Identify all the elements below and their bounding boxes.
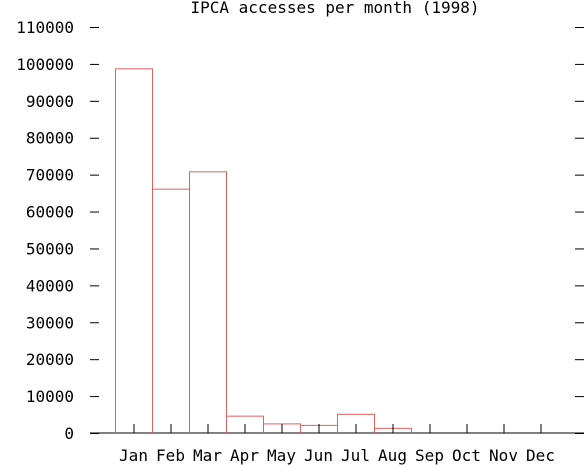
y-tick-label: 110000	[16, 18, 74, 37]
bar-jan	[115, 68, 153, 434]
bar-jul	[337, 413, 375, 435]
bar-mar	[189, 171, 227, 434]
y-axis-ticks: 0 10000 20000 30000 40000 50000 60000 70000 8000…	[16, 18, 584, 443]
x-tick-label: Oct	[452, 446, 481, 465]
y-tick-label: 40000	[26, 276, 74, 295]
x-tick-label: Feb	[156, 446, 185, 465]
y-tick-label: 50000	[26, 239, 74, 258]
x-axis-ticks: Jan Feb Mar Apr May Jun Jul Aug Sep Oct Nov Dec	[119, 424, 555, 465]
y-tick-label: 0	[64, 424, 74, 443]
x-tick-label: Jul	[341, 446, 370, 465]
bar-feb	[152, 188, 190, 434]
y-tick-label: 80000	[26, 129, 74, 148]
y-tick-label: 70000	[26, 166, 74, 185]
x-tick-label: Jan	[119, 446, 148, 465]
x-tick-label: Apr	[230, 446, 259, 465]
y-tick-label: 60000	[26, 203, 74, 222]
y-tick-label: 100000	[16, 55, 74, 74]
bars	[115, 68, 412, 435]
x-tick-label: Jun	[304, 446, 333, 465]
y-tick-label: 10000	[26, 387, 74, 406]
x-tick-label: Dec	[526, 446, 555, 465]
x-tick-label: Sep	[415, 446, 444, 465]
x-tick-label: Aug	[378, 446, 407, 465]
chart-title: IPCA accesses per month (1998)	[191, 0, 480, 17]
x-tick-label: May	[267, 446, 296, 465]
y-tick-label: 30000	[26, 313, 74, 332]
y-tick-label: 90000	[26, 92, 74, 111]
x-tick-label: Mar	[193, 446, 222, 465]
y-tick-label: 20000	[26, 350, 74, 369]
x-tick-label: Nov	[489, 446, 518, 465]
